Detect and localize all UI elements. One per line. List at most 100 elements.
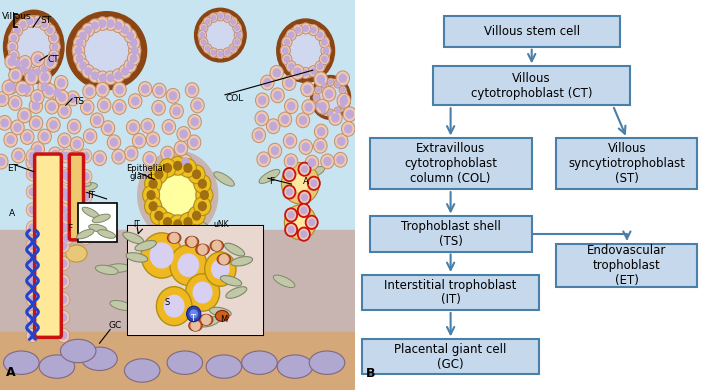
Circle shape (29, 188, 36, 195)
Circle shape (64, 234, 71, 241)
Circle shape (229, 17, 237, 27)
Ellipse shape (193, 219, 212, 234)
Circle shape (193, 211, 200, 220)
Circle shape (166, 89, 180, 103)
Circle shape (29, 332, 36, 339)
Circle shape (311, 27, 316, 33)
Ellipse shape (81, 347, 118, 370)
Circle shape (282, 54, 292, 65)
Circle shape (79, 169, 92, 184)
Circle shape (41, 73, 48, 81)
FancyBboxPatch shape (556, 138, 697, 189)
Circle shape (5, 54, 18, 69)
Circle shape (57, 149, 70, 163)
Circle shape (336, 71, 350, 86)
FancyBboxPatch shape (433, 66, 630, 105)
Text: uNK: uNK (213, 220, 229, 229)
Circle shape (170, 245, 207, 285)
Circle shape (141, 233, 183, 278)
Circle shape (11, 120, 24, 135)
Text: Extravillous
cytotrophoblast
column (COL): Extravillous cytotrophoblast column (COL… (404, 142, 497, 185)
Ellipse shape (205, 19, 236, 51)
Ellipse shape (311, 76, 350, 119)
Circle shape (58, 104, 72, 119)
Circle shape (108, 20, 114, 27)
Circle shape (18, 108, 31, 123)
Circle shape (298, 204, 310, 217)
Bar (78, 203, 118, 242)
Circle shape (159, 213, 176, 231)
Ellipse shape (303, 167, 325, 179)
Circle shape (28, 69, 33, 75)
Circle shape (308, 177, 320, 190)
Circle shape (116, 86, 123, 94)
Circle shape (86, 133, 93, 140)
Circle shape (70, 137, 84, 152)
Circle shape (50, 121, 57, 129)
Circle shape (93, 151, 106, 166)
Circle shape (223, 13, 232, 22)
Circle shape (115, 22, 122, 29)
Circle shape (8, 58, 15, 66)
Circle shape (284, 39, 290, 45)
Circle shape (31, 52, 45, 67)
Circle shape (289, 64, 294, 69)
Circle shape (285, 99, 298, 113)
Circle shape (29, 260, 36, 267)
Circle shape (302, 143, 309, 151)
Circle shape (115, 153, 122, 160)
Circle shape (47, 60, 53, 66)
Ellipse shape (83, 27, 130, 74)
Circle shape (268, 143, 282, 158)
Circle shape (284, 56, 290, 62)
Circle shape (258, 96, 266, 104)
Circle shape (324, 158, 331, 165)
Circle shape (41, 83, 48, 90)
Circle shape (311, 68, 316, 74)
Ellipse shape (217, 254, 231, 265)
Circle shape (162, 120, 176, 135)
Circle shape (41, 133, 48, 140)
Ellipse shape (167, 351, 202, 374)
Text: Epithelial: Epithelial (126, 164, 165, 173)
Circle shape (338, 137, 345, 145)
Ellipse shape (210, 307, 232, 317)
Circle shape (319, 103, 326, 110)
Circle shape (315, 101, 322, 109)
Circle shape (315, 61, 325, 72)
Circle shape (99, 86, 106, 94)
Circle shape (343, 107, 357, 122)
Text: Placental giant cell
(GC): Placental giant cell (GC) (394, 343, 507, 371)
Circle shape (45, 99, 59, 114)
Circle shape (212, 241, 221, 250)
Ellipse shape (88, 224, 107, 232)
Circle shape (141, 119, 154, 133)
Text: B: B (366, 367, 375, 380)
Ellipse shape (210, 240, 224, 251)
Circle shape (303, 70, 308, 76)
Circle shape (305, 103, 312, 111)
Circle shape (178, 154, 192, 169)
Circle shape (18, 19, 28, 30)
Circle shape (155, 104, 162, 112)
Text: gland: gland (129, 172, 153, 181)
Circle shape (21, 21, 26, 28)
Circle shape (39, 63, 50, 75)
Ellipse shape (319, 84, 343, 111)
Ellipse shape (309, 351, 345, 374)
Circle shape (15, 60, 21, 66)
Ellipse shape (69, 175, 91, 186)
Circle shape (74, 140, 81, 148)
Circle shape (12, 57, 23, 69)
Ellipse shape (314, 79, 348, 116)
Circle shape (180, 130, 187, 138)
Circle shape (194, 101, 201, 109)
Circle shape (320, 80, 327, 88)
Text: IT: IT (87, 191, 95, 200)
Ellipse shape (151, 267, 174, 276)
Circle shape (321, 109, 326, 113)
Circle shape (99, 20, 106, 27)
Circle shape (57, 79, 64, 87)
Text: M: M (220, 315, 227, 324)
Circle shape (38, 79, 52, 94)
